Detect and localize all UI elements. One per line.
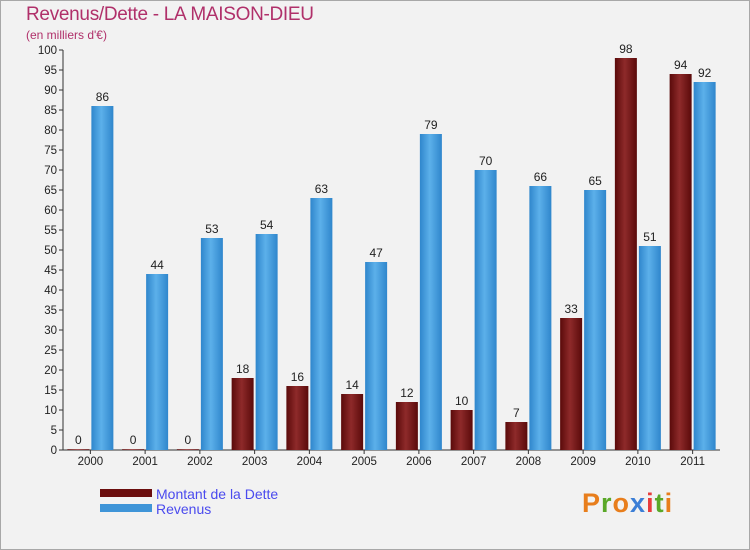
legend-label-debt: Montant de la Dette — [156, 486, 279, 502]
data-label: 94 — [674, 58, 688, 72]
bar-revenus — [693, 82, 716, 450]
y-tick-label: 0 — [51, 445, 57, 457]
bar-revenus — [529, 186, 552, 450]
bar-revenus — [474, 170, 497, 450]
bar-dette — [176, 449, 199, 450]
logo-letter: x — [630, 488, 647, 518]
data-label: 44 — [150, 258, 164, 272]
y-tick-label: 80 — [44, 125, 57, 137]
data-label: 10 — [455, 394, 469, 408]
bar-dette — [231, 378, 254, 450]
data-label: 14 — [345, 378, 359, 392]
x-tick-label: 2009 — [570, 456, 596, 468]
y-tick-label: 25 — [44, 345, 57, 357]
bar-revenus — [638, 246, 661, 450]
bar-revenus — [91, 106, 114, 450]
bar-dette — [286, 386, 309, 450]
bar-revenus — [365, 262, 388, 450]
bar-revenus — [419, 134, 442, 450]
data-label: 63 — [315, 182, 329, 196]
x-tick-label: 2005 — [351, 456, 377, 468]
bar-dette — [450, 410, 473, 450]
y-tick-label: 95 — [44, 65, 57, 77]
bar-dette — [122, 449, 145, 450]
bar-dette — [669, 74, 692, 450]
logo-letter: t — [654, 488, 665, 518]
bar-dette — [505, 422, 528, 450]
logo-letter: r — [601, 488, 613, 518]
data-label: 12 — [400, 386, 414, 400]
y-tick-label: 90 — [44, 85, 57, 97]
logo-letter: i — [664, 488, 674, 518]
legend-swatch-revenus — [100, 504, 152, 512]
logo-letter: o — [612, 488, 631, 518]
y-tick-label: 65 — [44, 185, 57, 197]
data-label: 79 — [424, 118, 438, 132]
x-tick-label: 2003 — [242, 456, 268, 468]
bar-revenus — [200, 238, 223, 450]
data-label: 0 — [130, 433, 137, 447]
bar-revenus — [146, 274, 169, 450]
y-tick-label: 60 — [44, 205, 57, 217]
value-labels: 0 86 0 44 0 53 18 54 16 63 14 47 12 79 10 70 7 66 33 65 98 51… — [75, 42, 712, 447]
x-tick-label: 2004 — [297, 456, 323, 468]
data-label: 66 — [534, 170, 548, 184]
y-tick-label: 5 — [51, 425, 57, 437]
chart-title: Revenus/Dette - LA MAISON-DIEU — [26, 4, 314, 25]
x-tick-label: 2002 — [187, 456, 213, 468]
data-label: 18 — [236, 362, 250, 376]
bar-dette — [395, 402, 418, 450]
y-tick-label: 55 — [44, 225, 57, 237]
data-label: 0 — [75, 433, 82, 447]
data-label: 54 — [260, 218, 274, 232]
data-label: 51 — [643, 230, 657, 244]
x-tick-label: 2010 — [625, 456, 651, 468]
x-tick-label: 2008 — [516, 456, 542, 468]
proxiti-logo: Proxiti — [582, 488, 673, 519]
data-label: 7 — [513, 406, 520, 420]
bar-dette — [614, 58, 637, 450]
x-tick-label: 2000 — [78, 456, 104, 468]
data-label: 98 — [619, 42, 633, 56]
logo-letter: P — [582, 488, 602, 518]
y-tick-label: 85 — [44, 105, 57, 117]
legend-label-revenus: Revenus — [156, 501, 212, 517]
y-tick-label: 45 — [44, 265, 57, 277]
bar-revenus — [310, 198, 333, 450]
y-tick-label: 100 — [38, 45, 57, 57]
y-tick-label: 15 — [44, 385, 57, 397]
y-tick-label: 40 — [44, 285, 57, 297]
data-label: 16 — [291, 370, 305, 384]
data-label: 53 — [205, 222, 219, 236]
axes: 0510152025303540455055606570758085909510… — [38, 45, 720, 468]
data-label: 65 — [588, 174, 602, 188]
x-tick-label: 2007 — [461, 456, 487, 468]
bar-dette — [560, 318, 583, 450]
data-label: 33 — [564, 302, 578, 316]
data-label: 92 — [698, 66, 712, 80]
x-tick-label: 2011 — [680, 456, 705, 468]
y-tick-label: 35 — [44, 305, 57, 317]
data-label: 86 — [96, 90, 110, 104]
x-tick-label: 2001 — [132, 456, 158, 468]
bar-dette — [341, 394, 364, 450]
y-tick-label: 50 — [44, 245, 57, 257]
bars — [67, 58, 716, 450]
data-label: 47 — [369, 246, 383, 260]
y-tick-label: 20 — [44, 365, 57, 377]
chart-subtitle: (en milliers d'€) — [26, 28, 107, 42]
logo-letter: i — [646, 488, 655, 518]
y-tick-label: 10 — [44, 405, 57, 417]
y-tick-label: 75 — [44, 145, 57, 157]
y-tick-label: 30 — [44, 325, 57, 337]
data-label: 0 — [185, 433, 192, 447]
data-label: 70 — [479, 154, 493, 168]
y-tick-label: 70 — [44, 165, 57, 177]
bar-revenus — [255, 234, 278, 450]
legend-swatch-debt — [100, 489, 152, 497]
bar-revenus — [584, 190, 607, 450]
x-tick-label: 2006 — [406, 456, 432, 468]
bar-dette — [67, 449, 90, 450]
